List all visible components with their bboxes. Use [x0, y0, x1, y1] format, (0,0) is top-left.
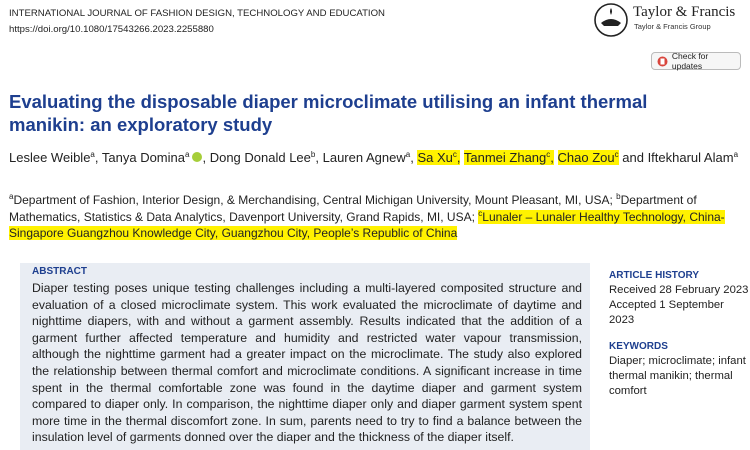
affiliation: aDepartment of Fashion, Interior Design,… [9, 192, 613, 208]
author-name: Leslee Weible [9, 150, 91, 165]
author: Chao Zouc [557, 150, 619, 165]
author-affiliation-mark: b [310, 150, 316, 159]
author: Iftekharul Alama [648, 150, 738, 165]
separator: , [202, 150, 207, 165]
article-title: Evaluating the disposable diaper microcl… [9, 91, 648, 135]
author: Dong Donald Leeb, [210, 150, 319, 165]
publisher-logo [594, 3, 628, 37]
check-updates-button[interactable]: Check for updates [651, 51, 741, 71]
affiliation-text: Department of Mathematics, Statistics & … [9, 193, 697, 224]
keywords-heading: KEYWORDS [609, 341, 668, 352]
author-affiliation-mark: a [733, 150, 739, 159]
author: Leslee Weiblea, [9, 150, 99, 165]
author-affiliation-mark: c [546, 150, 551, 159]
affiliation-text: Department of Fashion, Interior Design, … [13, 193, 613, 207]
affiliation-text: Lunaler – Lunaler Healthy Technology, Ch… [9, 209, 725, 241]
publisher-group: Taylor & Francis Group [634, 22, 711, 31]
affiliation-letter: b [616, 192, 621, 201]
affiliation-letter: a [9, 192, 14, 201]
author-affiliation-mark: c [614, 150, 619, 159]
journal-name: INTERNATIONAL JOURNAL OF FASHION DESIGN,… [9, 8, 385, 19]
keywords-text: Diaper; microclimate; infant thermal man… [609, 355, 746, 397]
publisher: Taylor & Francis [633, 4, 736, 20]
separator: , [94, 150, 99, 165]
abstract-text: Diaper testing poses unique testing chal… [32, 281, 582, 445]
orcid-icon [192, 152, 203, 162]
author: Tanya Dominaa, [102, 150, 206, 165]
author-affiliation-mark: a [185, 150, 190, 159]
author-name: Tanya Domina [101, 150, 185, 165]
author: Sa Xuc, [417, 150, 461, 165]
author-name: Sa Xu [417, 150, 453, 165]
author-name: Lauren Agnew [322, 150, 406, 165]
conjunction: and [622, 150, 644, 165]
author-name: Chao Zou [557, 150, 615, 165]
separator: , [315, 150, 319, 165]
update-icon [657, 56, 668, 66]
author-affiliation-mark: c [452, 150, 457, 159]
received-date: Received 28 February 2023 [609, 284, 749, 296]
author-name: Dong Donald Lee [209, 150, 311, 165]
author-affiliation-mark: a [90, 150, 95, 159]
history-heading: ARTICLE HISTORY [609, 270, 700, 281]
affiliations: aDepartment of Fashion, Interior Design,… [9, 192, 744, 242]
affiliation-letter: c [478, 208, 483, 218]
author-name: Iftekharul Alam [647, 150, 734, 165]
sidebar: ARTICLE HISTORY Received 28 February 202… [609, 268, 749, 399]
separator: , [456, 150, 461, 165]
button-label[interactable]: Check for updates [671, 51, 709, 71]
abstract-box [20, 263, 590, 450]
author-list: Leslee Weiblea, Tanya Dominaa, Dong Dona… [9, 148, 744, 167]
separator: , [410, 150, 414, 165]
abstract-heading: ABSTRACT [32, 266, 87, 277]
author-name: Tanmei Zhang [463, 150, 547, 165]
author-affiliation-mark: a [405, 150, 411, 159]
author: Lauren Agnewa, [323, 150, 414, 165]
doi-link[interactable]: https://doi.org/10.1080/17543266.2023.22… [9, 24, 214, 35]
accepted-date: Accepted 1 September 2023 [609, 299, 724, 326]
separator: , [550, 150, 554, 165]
affiliation: bDepartment of Mathematics, Statistics &… [9, 193, 697, 224]
author: Tanmei Zhangc, [463, 150, 554, 165]
